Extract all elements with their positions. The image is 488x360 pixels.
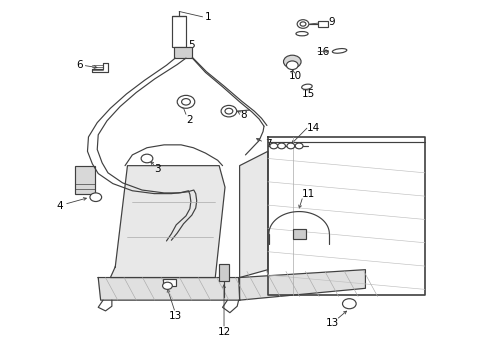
Circle shape (342, 299, 355, 309)
Bar (317, 22, 328, 27)
Text: 13: 13 (168, 311, 182, 321)
Circle shape (295, 143, 303, 149)
Bar (173, 47, 192, 58)
Circle shape (297, 20, 308, 28)
Ellipse shape (332, 49, 346, 53)
Circle shape (221, 105, 236, 117)
Bar (293, 229, 305, 239)
Circle shape (141, 154, 153, 163)
Circle shape (90, 193, 102, 202)
Text: 12: 12 (217, 327, 230, 337)
Ellipse shape (295, 32, 307, 36)
Bar (219, 264, 228, 281)
Text: 5: 5 (188, 40, 195, 50)
Circle shape (286, 143, 294, 149)
Circle shape (224, 108, 232, 114)
Ellipse shape (301, 84, 311, 89)
Text: 9: 9 (328, 17, 334, 27)
Text: 16: 16 (316, 46, 329, 57)
Polygon shape (239, 151, 267, 278)
Circle shape (300, 22, 305, 26)
Bar (172, 16, 185, 47)
Circle shape (286, 61, 298, 69)
Text: 7: 7 (264, 139, 271, 149)
Text: 10: 10 (288, 71, 301, 81)
Bar (162, 279, 176, 286)
Circle shape (181, 99, 190, 105)
Text: 2: 2 (185, 115, 192, 125)
Circle shape (162, 282, 172, 289)
Circle shape (177, 95, 194, 108)
Polygon shape (98, 278, 239, 300)
Text: 6: 6 (76, 60, 83, 70)
Text: 1: 1 (204, 12, 211, 22)
Polygon shape (239, 270, 365, 300)
Text: 14: 14 (306, 123, 320, 133)
Polygon shape (110, 166, 224, 278)
Circle shape (269, 143, 277, 149)
Text: 11: 11 (302, 189, 315, 199)
Circle shape (277, 143, 285, 149)
Text: 13: 13 (325, 319, 338, 328)
Text: 4: 4 (57, 201, 63, 211)
Text: 15: 15 (302, 89, 315, 99)
Bar (75, 166, 95, 194)
Text: 3: 3 (154, 164, 161, 174)
Text: 8: 8 (240, 110, 247, 120)
Circle shape (283, 55, 301, 68)
